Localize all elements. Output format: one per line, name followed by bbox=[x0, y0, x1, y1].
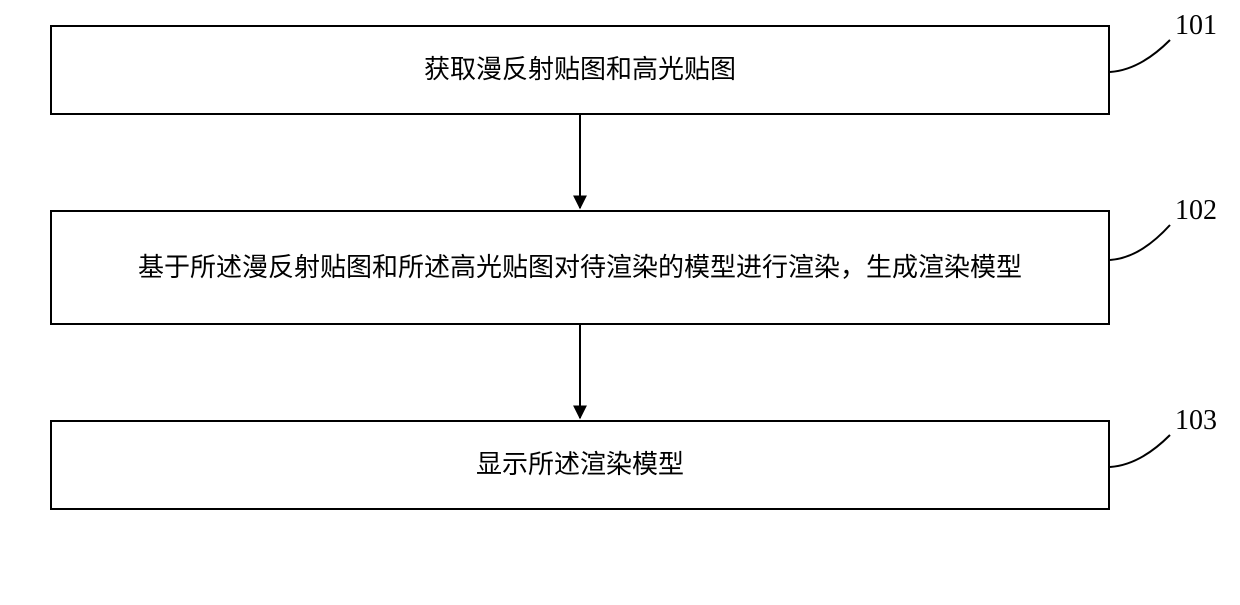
step-number-label: 102 bbox=[1175, 195, 1217, 227]
flowchart-canvas: 获取漫反射贴图和高光贴图基于所述漫反射贴图和所述高光贴图对待渲染的模型进行渲染，… bbox=[0, 0, 1240, 605]
step-number-label: 103 bbox=[1175, 405, 1217, 437]
flowchart-node-text: 获取漫反射贴图和高光贴图 bbox=[424, 49, 736, 91]
step-number-label: 101 bbox=[1175, 10, 1217, 42]
flowchart-node: 显示所述渲染模型 bbox=[50, 420, 1110, 510]
flowchart-node-text: 基于所述漫反射贴图和所述高光贴图对待渲染的模型进行渲染，生成渲染模型 bbox=[138, 247, 1022, 289]
callout-connector bbox=[1110, 435, 1170, 467]
flowchart-node: 基于所述漫反射贴图和所述高光贴图对待渲染的模型进行渲染，生成渲染模型 bbox=[50, 210, 1110, 325]
flowchart-node: 获取漫反射贴图和高光贴图 bbox=[50, 25, 1110, 115]
callout-connector bbox=[1110, 225, 1170, 260]
flowchart-node-text: 显示所述渲染模型 bbox=[476, 444, 684, 486]
callout-connector bbox=[1110, 40, 1170, 72]
